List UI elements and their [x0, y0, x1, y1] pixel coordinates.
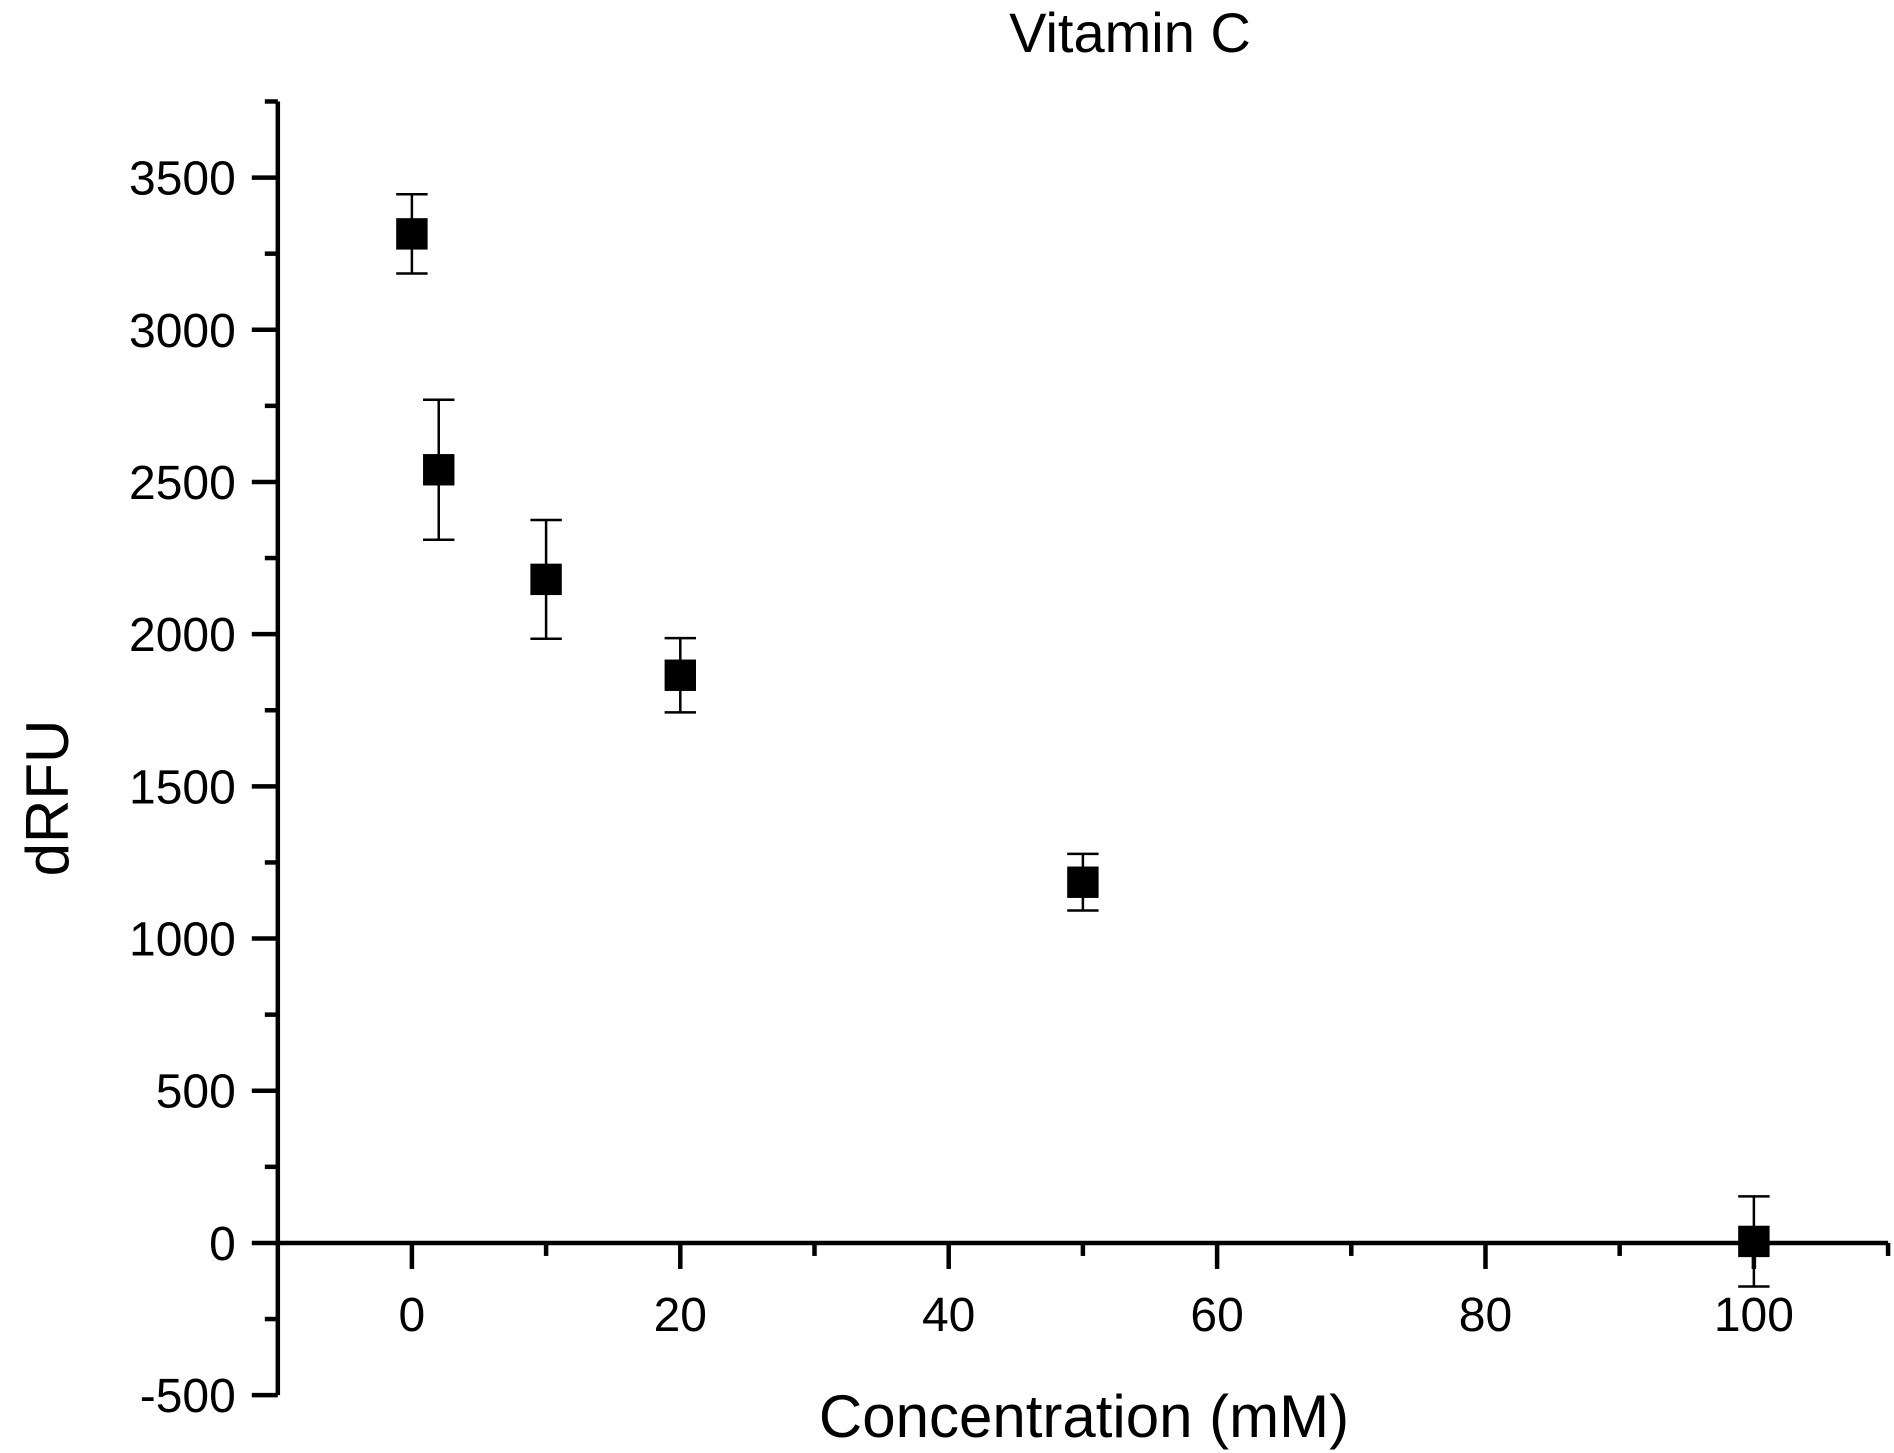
x-tick-label: 80	[1459, 1289, 1512, 1342]
square-marker	[423, 454, 455, 486]
square-marker	[1738, 1225, 1770, 1258]
data-point	[396, 193, 428, 275]
x-tick-label: 20	[654, 1289, 707, 1342]
data-point	[530, 518, 562, 640]
y-tick-label: -500	[140, 1370, 236, 1423]
y-tick-label: 2000	[129, 609, 236, 662]
y-tick-label: 1500	[129, 761, 236, 814]
y-tick-label: 0	[209, 1218, 236, 1271]
square-marker	[530, 563, 562, 596]
x-axis-title: Concentration (mM)	[819, 1383, 1349, 1450]
data-point	[1067, 852, 1099, 912]
axes: -500 0 500 1000 1500 2000 2500 3000 3500 0 20 40 60 8…	[129, 99, 1891, 1423]
data-point	[423, 398, 455, 542]
chart-title: Vitamin C	[1009, 1, 1251, 64]
square-marker	[396, 218, 428, 250]
data-point	[1738, 1195, 1770, 1288]
data-point	[664, 636, 696, 714]
x-tick-label: 40	[922, 1289, 975, 1342]
y-tick-label: 1000	[129, 914, 236, 967]
x-tick-label: 100	[1714, 1289, 1794, 1342]
y-tick-label: 3500	[129, 153, 236, 206]
y-tick-label: 3000	[129, 305, 236, 358]
y-axis-title: dRFU	[14, 720, 81, 877]
x-tick-label: 60	[1190, 1289, 1243, 1342]
y-tick-label: 2500	[129, 457, 236, 510]
square-marker	[664, 659, 696, 691]
y-tick-label: 500	[156, 1066, 236, 1119]
data-marks	[396, 193, 1770, 1288]
square-marker	[1067, 866, 1099, 898]
x-tick-label: 0	[399, 1289, 426, 1342]
